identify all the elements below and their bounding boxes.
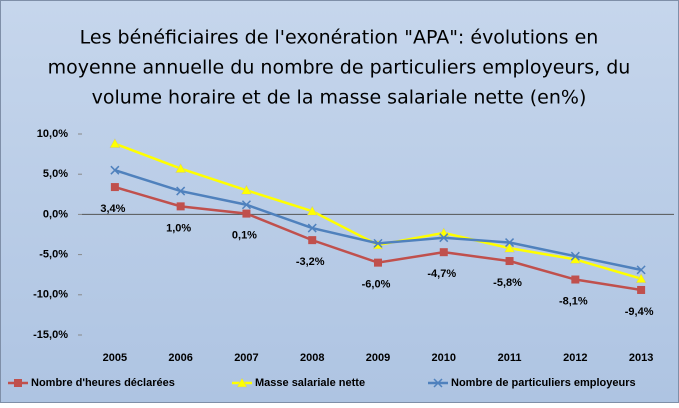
y-tick-label: 10,0% (37, 128, 68, 140)
legend-marker (236, 377, 248, 388)
point (570, 251, 580, 261)
x-tick-label: 2010 (432, 352, 456, 364)
data-label: -6,0% (362, 279, 391, 291)
point (635, 273, 647, 283)
point (241, 200, 251, 210)
y-tick-label: -10,0% (33, 289, 68, 301)
y-tick-label: 5,0% (43, 168, 68, 180)
point (176, 186, 186, 196)
data-label: -9,4% (625, 306, 654, 318)
point (373, 238, 383, 248)
point (439, 248, 448, 257)
chart-title: Les bénéficiaires de l'exonération "APA"… (80, 27, 599, 49)
point (176, 202, 185, 211)
legend-marker (14, 379, 22, 387)
point (505, 257, 514, 266)
x-tick-label: 2012 (563, 352, 587, 364)
x-tick-label: 2005 (103, 352, 127, 364)
data-label: 1,0% (166, 222, 191, 234)
point (110, 165, 120, 175)
point (504, 242, 515, 253)
legend-label: Nombre d'heures déclarées (31, 377, 175, 389)
chart-title: volume horaire et de la masse salariale … (92, 87, 587, 109)
point (307, 223, 317, 233)
point (242, 209, 251, 218)
data-label: -8,1% (559, 295, 588, 307)
point (306, 205, 318, 216)
x-tick-label: 2007 (234, 352, 258, 364)
y-tick-label: -5,0% (39, 249, 68, 261)
x-tick-label: 2008 (300, 352, 324, 364)
point (374, 258, 382, 267)
legend-marker (433, 378, 443, 388)
chart-title: moyenne annuelle du nombre de particulie… (48, 57, 631, 79)
point (439, 233, 449, 243)
y-tick-label: 0,0% (43, 208, 68, 220)
point (636, 265, 646, 275)
point (175, 163, 187, 173)
point (308, 236, 317, 245)
legend-label: Nombre de particuliers employeurs (451, 377, 636, 389)
legend-label: Masse salariale nette (255, 377, 365, 389)
point (571, 275, 580, 284)
x-tick-label: 2011 (498, 352, 522, 364)
x-tick-label: 2009 (366, 352, 390, 364)
point (637, 285, 646, 294)
point (109, 138, 121, 148)
data-label: -3,2% (296, 256, 325, 268)
point (241, 184, 252, 195)
point (505, 238, 515, 248)
data-label: -5,8% (493, 277, 522, 289)
data-label: 3,4% (100, 203, 125, 215)
x-tick-label: 2013 (629, 352, 653, 364)
data-label: -4,7% (427, 268, 456, 280)
data-label: 0,1% (232, 230, 257, 242)
point (110, 183, 119, 192)
x-tick-label: 2006 (168, 352, 192, 364)
y-tick-label: -15,0% (33, 329, 68, 341)
